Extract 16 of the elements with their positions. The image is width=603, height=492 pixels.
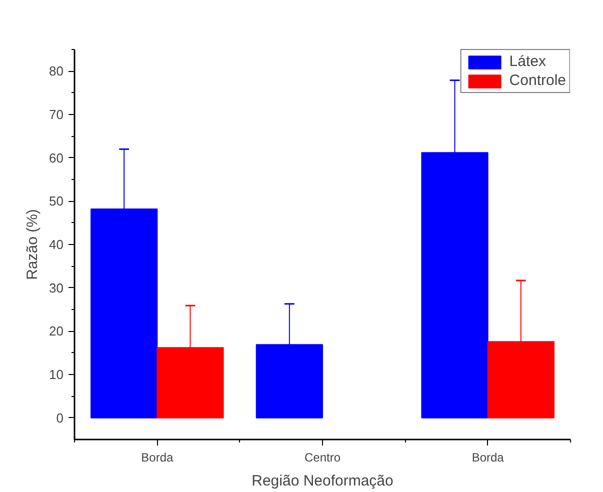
x-tick-label: Borda — [141, 450, 174, 464]
y-tick-label: 20 — [49, 324, 64, 339]
y-tick-label: 40 — [49, 237, 64, 252]
y-tick-label: 60 — [49, 150, 64, 166]
y-axis-title: Razão (%) — [24, 209, 42, 280]
legend-label: Látex — [509, 53, 546, 70]
y-tick-label: 0 — [56, 410, 64, 426]
y-tick-label: 30 — [49, 280, 64, 296]
y-tick-label: 50 — [49, 194, 64, 209]
y-tick-label: 70 — [49, 107, 64, 122]
y-tick-label: 10 — [49, 367, 64, 382]
x-tick-label: Borda — [472, 450, 504, 464]
x-tick-label: Centro — [304, 450, 341, 464]
x-axis-title: Região Neoformação — [252, 472, 394, 490]
legend-label: Controle — [509, 72, 566, 89]
y-tick-label: 80 — [49, 64, 64, 79]
